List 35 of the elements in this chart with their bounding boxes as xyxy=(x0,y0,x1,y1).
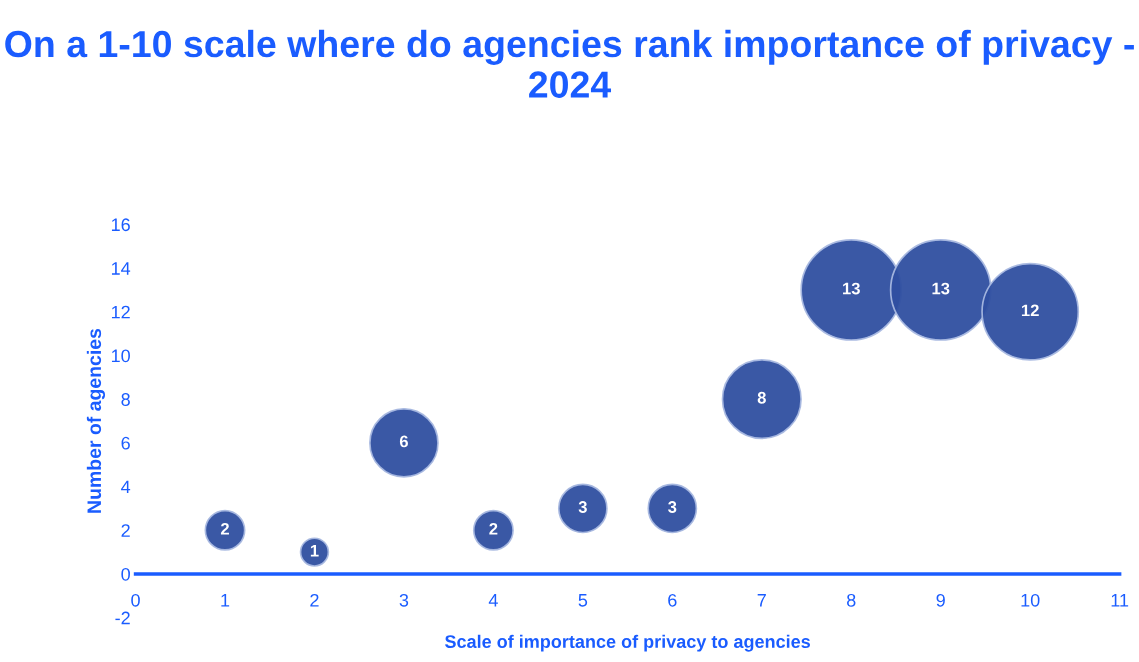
data-label: 13 xyxy=(932,282,950,295)
y-tick-label: 8 xyxy=(121,393,130,406)
data-label: 3 xyxy=(578,501,587,513)
x-tick-label: 2 xyxy=(310,593,319,607)
y-tick-label: -2 xyxy=(115,611,130,625)
x-axis-title: Scale of importance of privacy to agencies xyxy=(445,634,810,652)
y-tick-label: 12 xyxy=(111,305,130,319)
data-label: 1 xyxy=(310,544,319,557)
data-label: 13 xyxy=(843,282,860,295)
x-tick-label: 11 xyxy=(1111,594,1129,607)
y-tick-label: 16 xyxy=(111,218,130,232)
data-label: 2 xyxy=(220,522,229,535)
x-tick-label: 4 xyxy=(488,594,498,607)
x-tick-label: 3 xyxy=(399,593,409,607)
y-tick-label: 6 xyxy=(121,436,130,450)
y-tick-label: 10 xyxy=(111,349,130,363)
data-label: 2 xyxy=(489,522,498,535)
x-tick-label: 8 xyxy=(847,593,856,607)
x-tick-label: 9 xyxy=(936,593,945,607)
x-tick-label: 1 xyxy=(221,594,230,607)
y-axis-title: Number of agencies xyxy=(86,328,106,513)
x-tick-label: 0 xyxy=(131,593,140,607)
data-label: 6 xyxy=(399,435,408,448)
x-tick-label: 6 xyxy=(668,593,677,607)
y-tick-label: 4 xyxy=(121,480,131,494)
chart-title: On a 1-10 scale where do agencies rank importance of privacy - 2024 xyxy=(5,29,1134,98)
y-tick-label: 14 xyxy=(111,262,131,275)
y-tick-label: 2 xyxy=(121,524,130,537)
x-tick-label: 7 xyxy=(757,594,766,607)
x-tick-label: 10 xyxy=(1021,593,1040,607)
data-label: 8 xyxy=(757,391,766,404)
data-label: 3 xyxy=(668,501,677,513)
y-tick-label: 0 xyxy=(121,567,130,581)
x-tick-label: 5 xyxy=(578,594,588,607)
data-label: 12 xyxy=(1021,304,1039,317)
